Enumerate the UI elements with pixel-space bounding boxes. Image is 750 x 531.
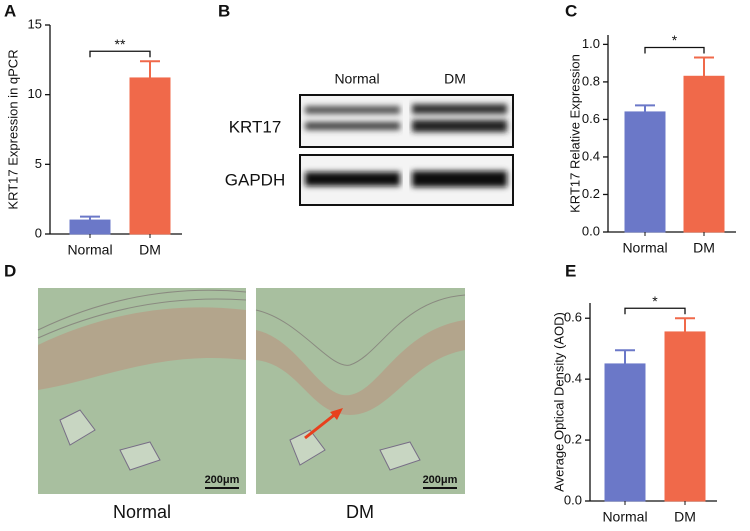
significance-bracket [624,307,686,315]
blot-bands [305,104,507,187]
panel-letter: B [218,1,230,20]
significance-label: ** [115,36,126,52]
panel-letter: E [565,261,576,280]
y-axis-label: Average Optical Density (AOD) [551,312,566,492]
histology-image [37,288,247,494]
bar [683,75,725,233]
y-axis-label: KRT17 Expression in qPCR [5,49,20,209]
panel-letter: D [4,261,16,280]
y-tick-label: 0.6 [564,310,582,325]
bar [69,219,111,235]
image-label: Normal [113,502,171,522]
y-tick-label: 1.0 [582,36,600,51]
x-tick-label: Normal [622,240,667,256]
band-label: GAPDH [225,170,285,189]
bar [624,111,666,233]
y-tick-label: 0.0 [564,492,582,507]
x-tick-label: Normal [602,509,647,525]
y-tick-label: 0.4 [582,148,600,163]
lane-label: DM [444,71,466,87]
scale-bar-label: 200μm [423,474,458,486]
bar [129,77,171,235]
significance-label: * [672,32,678,48]
lane-label: Normal [334,71,379,87]
bar [604,363,646,502]
scale-bar-label: 200μm [205,474,240,486]
x-tick-label: DM [693,240,715,256]
bar [664,331,706,502]
y-tick-label: 10 [28,86,42,101]
y-tick-label: 0 [35,225,42,240]
significance-bracket [644,46,705,54]
x-tick-label: Normal [67,242,112,258]
y-tick-label: 0.2 [564,432,582,447]
y-tick-label: 0.0 [582,223,600,238]
significance-bracket [89,50,151,58]
y-tick-label: 0.8 [582,73,600,88]
band-label: KRT17 [229,117,282,136]
panel-letter: C [565,1,577,20]
y-axis-label: KRT17 Relative Expression [567,54,582,213]
y-tick-label: 0.6 [582,111,600,126]
x-tick-label: DM [139,242,161,258]
significance-label: * [652,293,658,309]
histology-image [255,288,466,494]
y-tick-label: 15 [28,16,42,31]
y-tick-label: 0.2 [582,186,600,201]
x-tick-label: DM [674,509,696,525]
image-label: DM [346,502,374,522]
y-tick-label: 5 [35,156,42,171]
y-tick-label: 0.4 [564,371,582,386]
panel-letter: A [4,1,16,20]
